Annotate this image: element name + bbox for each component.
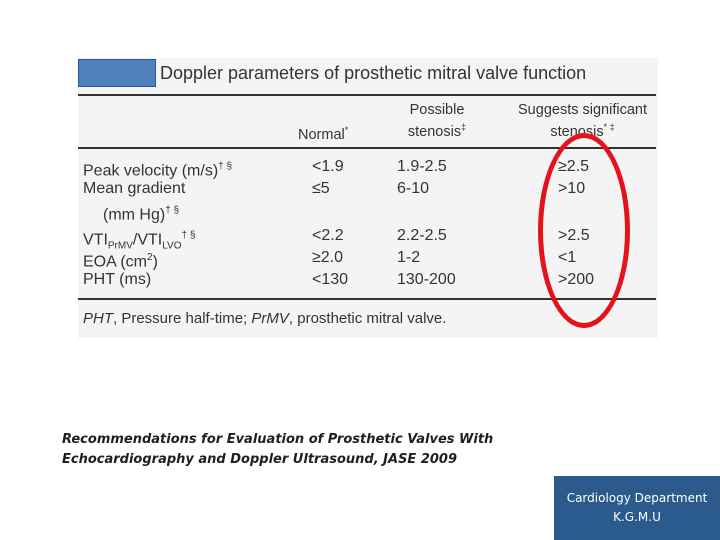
- department-name: Cardiology Department: [566, 491, 708, 505]
- table-title: Doppler parameters of prosthetic mitral …: [160, 62, 587, 83]
- cell-possible: 6-10: [397, 180, 430, 197]
- citation: Recommendations for Evaluation of Prosth…: [62, 430, 522, 470]
- row-label: Mean gradient: [83, 180, 186, 197]
- header-normal: Normal*: [298, 125, 349, 143]
- citation-line-2: Echocardiography and Doppler Ultrasound,…: [62, 452, 458, 467]
- row-label: PHT (ms): [83, 271, 152, 288]
- table-title-bar: Doppler parameters of prosthetic mitral …: [78, 58, 658, 88]
- cell-possible: 2.2-2.5: [397, 227, 447, 244]
- institution-name: K.G.M.U: [613, 510, 661, 524]
- highlight-ellipse: [538, 133, 630, 328]
- cell-normal: <1.9: [312, 158, 344, 175]
- row-label: Peak velocity (m/s)† §: [83, 161, 233, 180]
- row-label: EOA (cm2): [83, 252, 158, 271]
- title-accent-box: [78, 59, 156, 87]
- cell-possible: 1.9-2.5: [397, 158, 447, 175]
- top-rule: [78, 94, 656, 96]
- cell-normal: ≤5: [312, 180, 330, 197]
- row-label: VTIPrMV/VTILVO† §: [83, 230, 196, 252]
- table-footnote: PHT, Pressure half-time; PrMV, prostheti…: [83, 310, 447, 327]
- bottom-rule: [78, 298, 656, 300]
- cell-possible: 130-200: [397, 271, 456, 288]
- header-possible-stenosis: Possible stenosis‡: [407, 102, 467, 140]
- citation-line-1: Recommendations for Evaluation of Prosth…: [62, 432, 494, 447]
- cell-possible: 1-2: [397, 249, 421, 266]
- header-rule: [78, 147, 656, 149]
- row-label: (mm Hg)† §: [103, 205, 180, 224]
- table-row: VTIPrMV/VTILVO† § <2.2 2.2-2.5 >2.5: [83, 226, 658, 252]
- cell-normal: ≥2.0: [312, 249, 344, 266]
- cell-normal: <2.2: [312, 227, 344, 244]
- department-badge: Cardiology Department K.G.M.U: [554, 476, 720, 540]
- table-row: (mm Hg)† §: [83, 201, 658, 223]
- table-row: Mean gradient ≤5 6-10 >10: [83, 179, 658, 199]
- cell-normal: <130: [312, 271, 349, 288]
